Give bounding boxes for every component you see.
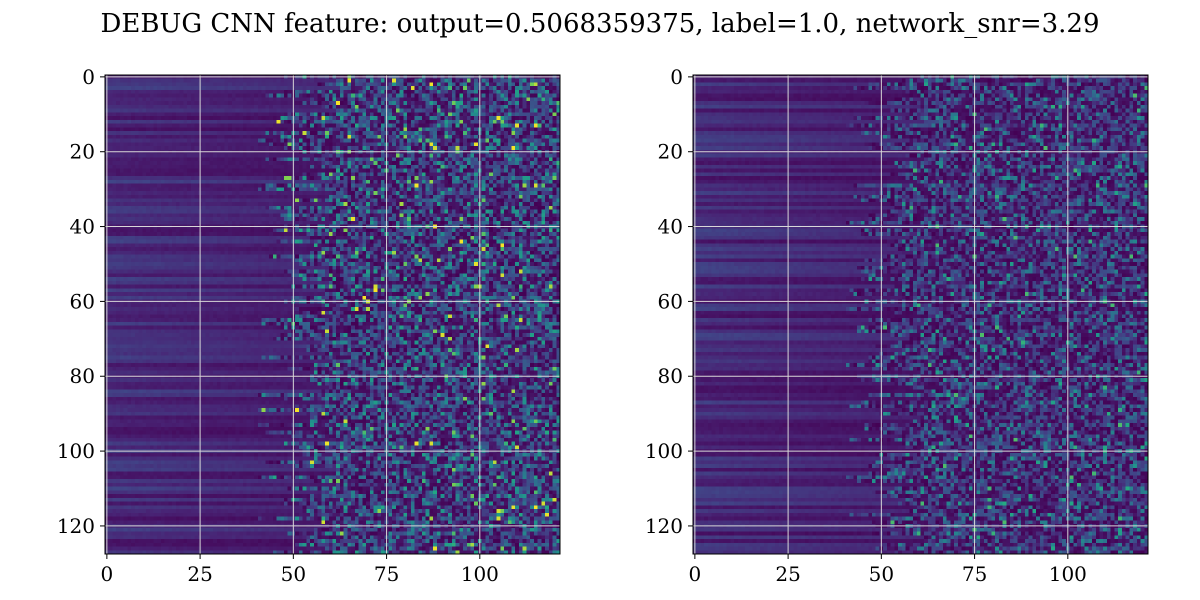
y-tick-label: 0 [82,65,95,89]
y-tick-label: 80 [658,364,683,388]
y-tick-label: 20 [70,140,95,164]
axes-frame [692,74,1149,555]
x-tick-label: 100 [461,562,499,586]
y-tick-label: 60 [70,289,95,313]
heatmap-panel-left: 0 25 50 75 100 0 20 40 60 80 100 120 [57,65,561,586]
y-tick-label: 40 [70,215,95,239]
heatmap-image [105,75,560,554]
x-tick-label: 50 [869,562,894,586]
x-tick-label: 100 [1049,562,1087,586]
heatmap-panel-right: 0 25 50 75 100 0 20 40 60 80 100 120 [645,65,1149,586]
x-tick-label: 0 [100,562,113,586]
x-tick-label: 50 [281,562,306,586]
y-tick-label: 20 [658,140,683,164]
axes-frame [104,74,561,555]
x-tick-label: 0 [688,562,701,586]
y-tick-label: 40 [658,215,683,239]
y-tick-label: 120 [645,514,683,538]
x-tick-label: 75 [374,562,399,586]
y-tick-label: 80 [70,364,95,388]
y-tick-label: 60 [658,289,683,313]
figure-title: DEBUG CNN feature: output=0.5068359375, … [101,9,1100,39]
x-tick-label: 25 [187,562,212,586]
y-tick-label: 120 [57,514,95,538]
y-tick-label: 0 [670,65,683,89]
y-tick-label: 100 [57,439,95,463]
heatmap-image [693,75,1148,554]
x-tick-label: 75 [962,562,987,586]
x-tick-label: 25 [775,562,800,586]
y-tick-label: 100 [645,439,683,463]
